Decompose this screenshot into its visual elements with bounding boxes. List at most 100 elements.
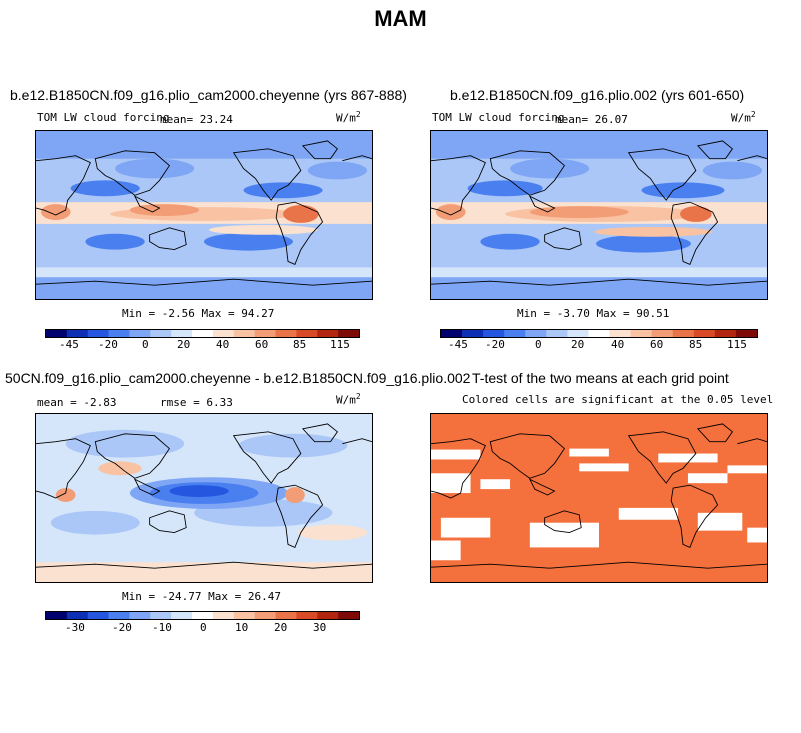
panel1-colorbar-ticks: -45 -20 0 20 40 60 85 115 [45,338,360,352]
colorbar-swatch [504,330,526,337]
panel4-map-svg [431,414,767,582]
panel2-title: b.e12.B1850CN.f09_g16.plio.002 (yrs 601-… [450,87,745,103]
colorbar-swatch [296,612,318,619]
colorbar-swatch [672,330,695,337]
panel3-map-svg [36,414,372,582]
nonsig-cell [658,453,718,463]
colorbar-tick-label: -20 [485,338,505,351]
panel2-coast-maritime [528,195,556,213]
panel1-map-svg [36,131,372,299]
panel1-mean-label: mean= 23.24 [160,113,233,126]
panel3-sind-difference [50,510,140,535]
panel3-npac-difference [65,429,185,458]
colorbar-swatch [212,330,235,337]
colorbar-tick-label: 0 [142,338,149,351]
colorbar-tick-label: 85 [293,338,307,351]
page-title: MAM [374,6,427,31]
panel2-colorbar [440,329,758,338]
colorbar-swatch [150,330,172,337]
panel2-coast-antarctica [431,278,767,286]
panel3-units: W/m2 [336,392,361,407]
nonsig-cell [569,448,609,457]
panel4-coast-antarctica [431,561,767,569]
colorbar-swatch [192,612,214,619]
colorbar-swatch [609,330,631,337]
colorbar-tick-label: 20 [274,621,288,634]
nonsig-cell [431,473,471,494]
panel3-rmse-label: rmse = 6.33 [160,396,233,409]
panel2-arctic-band [431,131,767,159]
colorbar-swatch [150,612,172,619]
panel4-coast-australia [544,510,582,534]
panel3-satl-positive [297,524,368,541]
panel3-coast-south-america [275,484,324,549]
colorbar-swatch [129,330,151,337]
colorbar-swatch [483,330,505,337]
panel4-coastlines [431,423,767,569]
colorbar-tick-label: 20 [571,338,585,351]
panel1-npac-storm-track [115,158,195,179]
panel4-coast-africa-eurasia [431,438,486,499]
panel1-antarctic-band [36,277,372,299]
panel1-amazon-convection [283,205,319,223]
panel3-coast-africa-eurasia [36,438,91,499]
colorbar-swatch [66,612,89,619]
colorbar-swatch [441,330,463,337]
panel1-arctic-band [36,131,372,159]
panel1-colorbar-svg [46,330,359,337]
colorbar-swatch [693,330,716,337]
panel1-africa-convection [40,204,71,220]
colorbar-swatch [275,330,297,337]
colorbar-swatch [233,612,255,619]
colorbar-tick-label: 60 [650,338,664,351]
colorbar-swatch [66,330,89,337]
panel3-coast-asia [94,433,170,479]
nonsig-cell [747,527,767,543]
panel3-coast-antarctica [36,561,372,569]
panel4-title: T-test of the two means at each grid poi… [472,370,729,386]
panel2-amazon-convection [680,206,712,222]
panel2-coastlines [431,140,767,286]
panel3-map [35,413,373,583]
colorbar-tick-label: 20 [177,338,191,351]
panel1-variable-label: TOM LW cloud forcing [37,111,170,124]
panel1-title: b.e12.B1850CN.f09_g16.plio_cam2000.cheye… [10,87,407,103]
panel2-natl-storm-track [702,161,763,180]
panel4-coast-europe [737,438,767,445]
panel2-mean-label: mean= 26.07 [555,113,628,126]
nonsig-cell [579,463,629,472]
panel2-units-exponent: 2 [750,110,756,119]
panel4-subtitle: Colored cells are significant at the 0.0… [462,393,774,406]
panel1-map [35,130,373,300]
panel3-coast-europe [342,438,372,445]
colorbar-swatch [46,612,68,619]
colorbar-swatch [588,330,610,337]
colorbar-swatch [129,612,151,619]
colorbar-tick-label: -10 [152,621,172,634]
panel1-coast-antarctica [36,278,372,286]
colorbar-swatch [87,612,109,619]
colorbar-swatch [46,330,68,337]
colorbar-tick-label: 0 [200,621,207,634]
colorbar-tick-label: 60 [255,338,269,351]
colorbar-swatch [567,330,589,337]
panel1-coast-asia [94,150,170,196]
panel3-colorbar-svg [46,612,359,619]
colorbar-swatch [317,330,339,337]
panel1-stats: Min = -2.56 Max = 94.27 [122,307,275,320]
nonsig-cell [687,473,728,484]
colorbar-tick-label: 0 [535,338,542,351]
panel2-coast-africa-eurasia [431,155,486,216]
colorbar-tick-label: 10 [235,621,249,634]
colorbar-swatch [192,330,214,337]
panel3-africa-positive [55,488,76,502]
panel2-colorbar-svg [441,330,757,337]
panel1-spcz [208,224,318,235]
colorbar-swatch [254,330,276,337]
panel4-significant-field [431,414,767,582]
colorbar-swatch [275,612,297,619]
panel2-colorbar-ticks: -45 -20 0 20 40 60 85 115 [440,338,758,352]
panel3-asia-positive [98,461,142,476]
panel2-spcz [594,226,713,237]
panel3-antarctic-positive [36,562,372,582]
